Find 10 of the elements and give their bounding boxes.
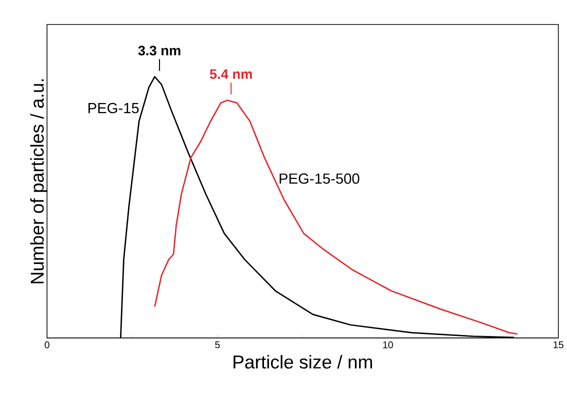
x-tick-label: 10 — [383, 341, 393, 348]
series-label: PEG-15-500 — [280, 174, 360, 184]
x-tick-label: 0 — [44, 341, 50, 348]
x-tick-label: 5 — [215, 341, 220, 348]
x-axis-title: Particle size / nm — [234, 355, 372, 369]
y-axis-title: Number of particles / a.u. — [30, 79, 48, 284]
series-label: PEG-15 — [88, 102, 139, 114]
x-tick-label: 15 — [554, 341, 564, 348]
annotation: 5.4 nm — [210, 70, 252, 80]
annotation: 3.3 nm — [138, 46, 180, 56]
